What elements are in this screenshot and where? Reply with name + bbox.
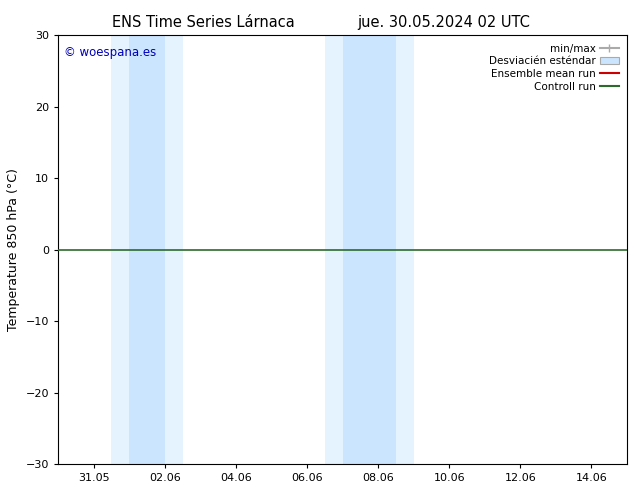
Bar [396,35,413,464]
Text: ENS Time Series Lárnaca: ENS Time Series Lárnaca [112,15,294,30]
Bar [325,35,342,464]
Bar [112,35,129,464]
Text: © woespana.es: © woespana.es [64,46,156,59]
Bar [342,35,396,464]
Text: jue. 30.05.2024 02 UTC: jue. 30.05.2024 02 UTC [358,15,530,30]
Bar [165,35,183,464]
Legend: min/max, Desviacién esténdar, Ensemble mean run, Controll run: min/max, Desviacién esténdar, Ensemble m… [486,41,622,95]
Bar [129,35,165,464]
Y-axis label: Temperature 850 hPa (°C): Temperature 850 hPa (°C) [7,168,20,331]
